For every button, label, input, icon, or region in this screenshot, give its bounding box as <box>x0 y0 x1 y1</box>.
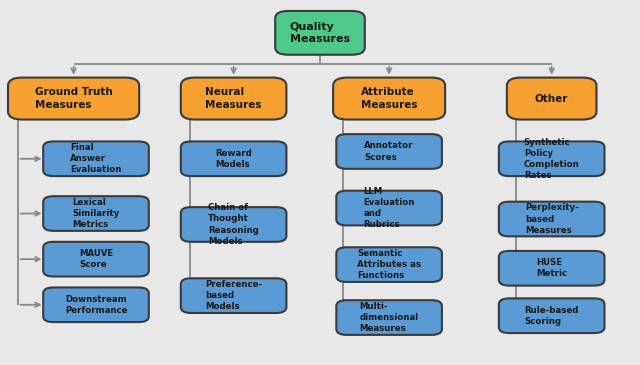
Text: HUSE
Metric: HUSE Metric <box>536 258 567 278</box>
FancyBboxPatch shape <box>275 11 365 55</box>
FancyBboxPatch shape <box>337 300 442 335</box>
FancyBboxPatch shape <box>180 78 287 120</box>
FancyBboxPatch shape <box>337 191 442 225</box>
Text: Synthetic
Policy
Completion
Rates: Synthetic Policy Completion Rates <box>524 138 580 180</box>
Text: Chain of
Thought
Reasoning
Models: Chain of Thought Reasoning Models <box>208 203 259 246</box>
Text: Final
Answer
Evaluation: Final Answer Evaluation <box>70 143 122 174</box>
FancyBboxPatch shape <box>8 78 140 120</box>
Text: MAUVE
Score: MAUVE Score <box>79 249 113 269</box>
Text: Ground Truth
Measures: Ground Truth Measures <box>35 87 113 110</box>
Text: LLM
Evaluation
and
Rubrics: LLM Evaluation and Rubrics <box>364 187 415 229</box>
Text: Attribute
Measures: Attribute Measures <box>361 87 417 110</box>
Text: Reward
Models: Reward Models <box>215 149 252 169</box>
Text: Other: Other <box>535 93 568 104</box>
FancyBboxPatch shape <box>337 134 442 169</box>
FancyBboxPatch shape <box>43 242 148 277</box>
FancyBboxPatch shape <box>43 142 148 176</box>
Text: Neural
Measures: Neural Measures <box>205 87 262 110</box>
Text: Downstream
Performance: Downstream Performance <box>65 295 127 315</box>
FancyBboxPatch shape <box>337 247 442 282</box>
FancyBboxPatch shape <box>507 78 596 120</box>
Text: Annotator
Scores: Annotator Scores <box>364 141 414 162</box>
FancyBboxPatch shape <box>43 288 148 322</box>
FancyBboxPatch shape <box>499 299 605 333</box>
Text: Multi-
dimensional
Measures: Multi- dimensional Measures <box>360 302 419 333</box>
FancyBboxPatch shape <box>333 78 445 120</box>
Text: Quality
Measures: Quality Measures <box>290 22 350 44</box>
FancyBboxPatch shape <box>43 196 148 231</box>
FancyBboxPatch shape <box>499 142 605 176</box>
Text: Semantic
Attributes as
Functions: Semantic Attributes as Functions <box>357 249 421 280</box>
FancyBboxPatch shape <box>499 251 605 285</box>
FancyBboxPatch shape <box>499 201 605 237</box>
FancyBboxPatch shape <box>180 142 287 176</box>
FancyBboxPatch shape <box>180 207 287 242</box>
Text: Preference-
based
Models: Preference- based Models <box>205 280 262 311</box>
FancyBboxPatch shape <box>180 278 287 313</box>
Text: Perplexity-
based
Measures: Perplexity- based Measures <box>525 203 579 235</box>
Text: Rule-based
Scoring: Rule-based Scoring <box>525 306 579 326</box>
Text: Lexical
Similarity
Metrics: Lexical Similarity Metrics <box>72 198 120 229</box>
